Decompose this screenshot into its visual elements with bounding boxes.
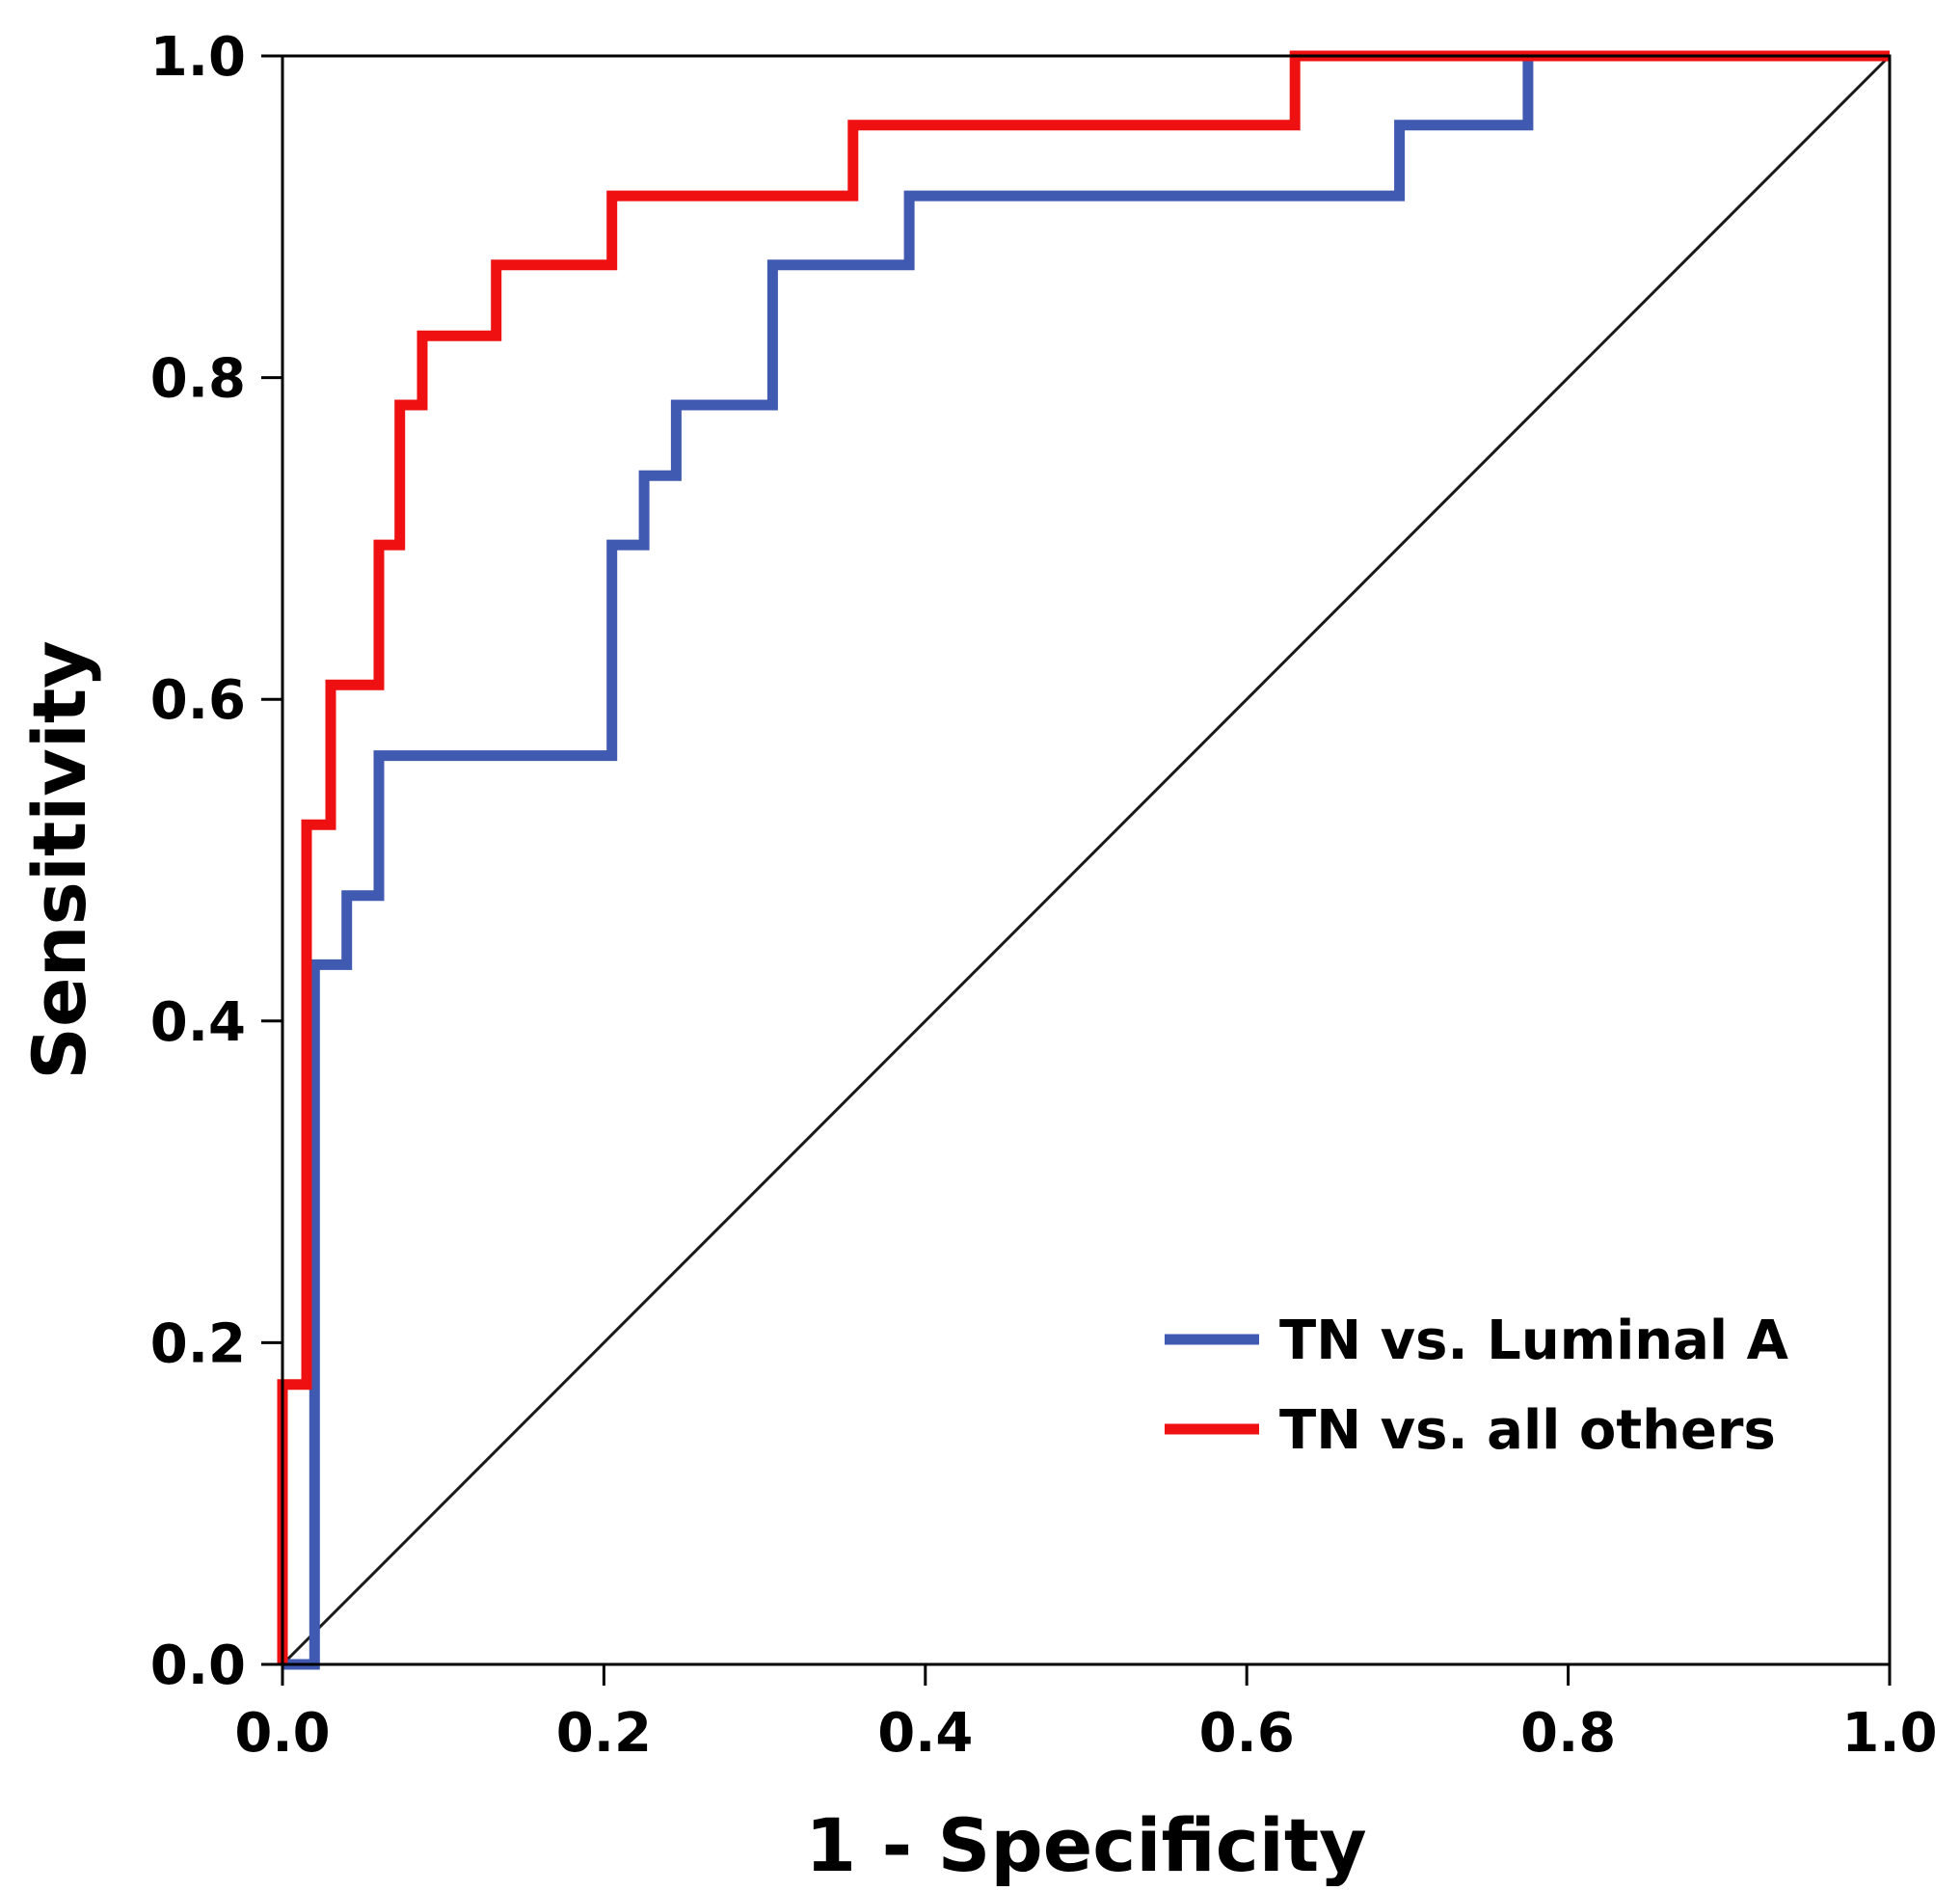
legend-label-tn-vs-all-others: TN vs. all others [1279,1399,1776,1462]
y-axis-title: Sensitivity [16,640,102,1080]
series-line-tn-vs-all-others [277,50,1890,1664]
series-line-tn-vs-luminal-a [282,50,1890,1670]
plot-area [277,50,1892,1670]
x-tick-label: 1.0 [1841,1702,1937,1765]
y-tick-label: 1.0 [150,26,246,89]
y-tick-label: 0.8 [150,348,246,411]
y-tick-label: 0.4 [150,991,246,1054]
y-tick-label: 0.2 [150,1312,246,1375]
x-tick-label: 0.6 [1199,1702,1295,1765]
x-tick-label: 0.4 [877,1702,973,1765]
x-tick-label: 0.0 [234,1702,330,1765]
plot-frame [281,54,1892,1666]
y-tick-label: 0.0 [150,1634,246,1697]
axes: 0.0 0.2 0.4 0.6 0.8 1.0 0.0 0.2 0.4 0.6 0.8 1.0 [150,26,1938,1765]
y-tick-label: 0.6 [150,669,246,732]
legend: TN vs. Luminal A TN vs. all others [1165,1310,1789,1462]
x-tick-label: 0.2 [556,1702,652,1765]
legend-label-tn-vs-luminal-a: TN vs. Luminal A [1279,1310,1789,1372]
x-axis-title: 1 - Specificity [805,1802,1366,1886]
x-tick-label: 0.8 [1520,1702,1616,1765]
reference-diagonal-line [281,54,1892,1666]
